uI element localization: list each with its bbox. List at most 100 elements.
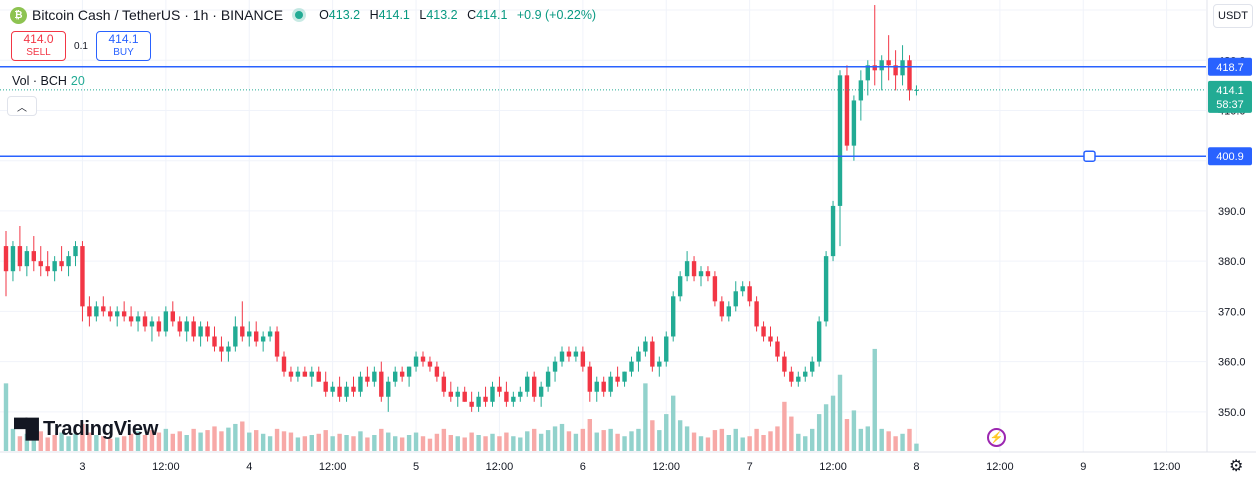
candle-body (247, 331, 252, 337)
candle-body (837, 75, 843, 206)
candle-body (719, 301, 725, 317)
candle-body (594, 381, 599, 392)
candle-body (66, 256, 71, 267)
candle-body (810, 361, 815, 372)
volume-bar (803, 436, 808, 451)
time-tick-label: 12:00 (486, 461, 514, 473)
candle-body (135, 316, 141, 322)
tradingview-logo[interactable]: ▀█ TradingView (14, 418, 158, 441)
volume-bar (38, 431, 43, 451)
price-tick-label: 360.0 (1218, 357, 1246, 369)
volume-bar (726, 435, 731, 451)
volume-legend[interactable]: Vol · BCH 20 (12, 74, 85, 88)
time-tick-label: 12:00 (319, 461, 347, 473)
collapse-legend-button[interactable]: ︿ (7, 96, 37, 116)
low-label: L (419, 8, 427, 22)
volume-bar (24, 433, 30, 451)
candle-body (664, 336, 669, 362)
volume-bar (504, 432, 509, 451)
candle-body (768, 336, 773, 342)
candle-body (511, 396, 516, 402)
volume-bar (552, 426, 558, 451)
candle-body (233, 326, 238, 347)
candle-body (726, 306, 731, 317)
candle-body (705, 271, 711, 277)
candle-body (573, 351, 579, 357)
lightning-icon[interactable]: ⚡ (987, 428, 1006, 447)
candle-body (733, 291, 738, 307)
candle-body (212, 336, 217, 347)
candle-body (747, 286, 752, 302)
time-tick-label: 7 (747, 461, 753, 473)
volume-bar (337, 433, 342, 451)
volume-bar (712, 430, 718, 451)
volume-bar (608, 428, 613, 451)
volume-bar (497, 436, 502, 451)
currency-button[interactable]: USDT (1213, 4, 1253, 28)
close-label: C (467, 8, 477, 22)
line-handle (1083, 150, 1096, 162)
time-axis[interactable]: 3 12:00 4 12:00 5 12:00 6 12:00 7 12:00 8 12:00 9 12:… (79, 461, 1180, 473)
gear-icon[interactable]: ⚙ (1229, 458, 1244, 475)
volume-bar (691, 432, 697, 451)
volume-bar (747, 436, 752, 451)
candle-body (413, 356, 419, 367)
volume-bar (490, 433, 495, 451)
volume-bar (240, 421, 245, 451)
candle-body (622, 371, 627, 382)
time-tick-label: 3 (79, 461, 85, 473)
candle-body (469, 401, 474, 407)
candle-body (650, 341, 655, 367)
volume-bar (816, 414, 822, 451)
candle-body (615, 376, 620, 382)
ohlc-values: O413.2 H414.1 L413.2 C414.1 +0.9 (+0.22%… (319, 8, 602, 22)
candle-body (879, 60, 884, 71)
candle-body (17, 246, 23, 267)
volume-bar (740, 437, 745, 451)
candle-body (156, 321, 162, 332)
volume-bar (226, 427, 231, 451)
candle-body (128, 316, 134, 322)
close-value: 414.1 (476, 8, 508, 22)
horizontal-lines[interactable] (0, 66, 1206, 162)
buy-button[interactable]: 414.1 BUY (96, 31, 151, 61)
candle-body (566, 351, 572, 357)
candle-body (427, 361, 433, 367)
volume-bar (601, 430, 606, 451)
candle-body (740, 286, 745, 292)
symbol-title[interactable]: Bitcoin Cash / TetherUS · 1h · BINANCE (32, 7, 284, 23)
candle-body (907, 60, 912, 91)
volume-bar (323, 430, 328, 451)
candle-body (52, 261, 57, 272)
volume-bar (420, 436, 426, 451)
volume-bar (191, 428, 196, 451)
volume-bar (573, 433, 579, 451)
candle-body (823, 256, 829, 322)
volume-bar (914, 443, 919, 451)
spread-value: 0.1 (74, 41, 88, 52)
volume-bar (399, 437, 405, 451)
volume-bar (302, 436, 308, 451)
volume-bar (10, 428, 16, 451)
sell-price: 414.0 (23, 32, 54, 46)
volume-bar (823, 404, 829, 451)
volume-bar (406, 435, 412, 451)
candle-body (101, 306, 106, 312)
bar-countdown-label: 58:37 (1216, 99, 1244, 111)
candle-body (226, 346, 231, 352)
time-tick-label: 12:00 (152, 461, 180, 473)
change-value: +0.9 (+0.22%) (516, 8, 597, 22)
candle-body (608, 376, 613, 392)
low-value: 413.2 (426, 8, 458, 22)
grid-lines (0, 0, 1206, 452)
sell-button[interactable]: 414.0 SELL (11, 31, 66, 61)
candle-body (525, 376, 530, 392)
volume-bar (733, 428, 738, 451)
symbol-header[interactable]: ₿ Bitcoin Cash / TetherUS · 1h · BINANCE… (10, 5, 602, 25)
volume-bar (233, 423, 238, 451)
volume-bar (525, 431, 530, 451)
volume-bar (427, 438, 433, 451)
volume-bar (900, 433, 905, 451)
candle-body (330, 386, 335, 392)
